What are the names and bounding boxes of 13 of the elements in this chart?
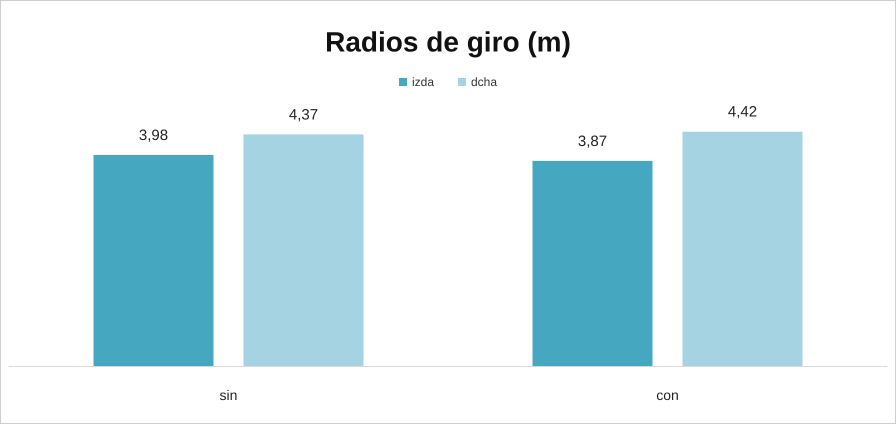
bar	[532, 160, 652, 366]
x-tick-label: con	[656, 387, 679, 403]
data-label: 3,87	[578, 132, 608, 150]
data-label: 4,37	[288, 106, 318, 124]
bar	[244, 134, 364, 366]
chart-title: Radios de giro (m)	[325, 26, 571, 58]
legend-label: dcha	[470, 75, 498, 89]
bar	[682, 132, 802, 366]
bar	[94, 155, 214, 366]
legend-label: izda	[412, 75, 434, 89]
data-label: 4,42	[728, 104, 758, 121]
x-tick-label: sin	[220, 387, 238, 403]
data-label: 3,98	[138, 127, 168, 144]
